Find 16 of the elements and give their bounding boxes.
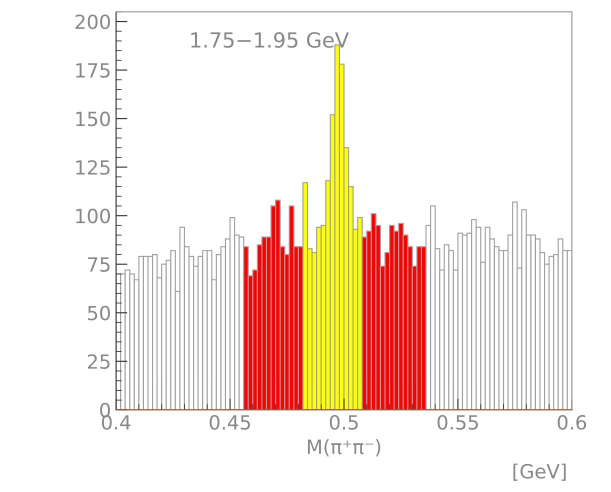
text: 1.75−1.95 GeV [191, 32, 349, 48]
x-tick-label: 0.5 [330, 415, 358, 430]
x-axis-title: M(π⁺π⁻) [308, 439, 380, 456]
y-tick-label: 50 [88, 306, 110, 320]
y-tick-label: 175 [76, 63, 110, 78]
text: [GeV] [514, 464, 566, 481]
x-tick-label: 0.4 [102, 415, 130, 430]
y-tick-label: 200 [76, 14, 110, 30]
y-tick-label: 75 [88, 257, 110, 272]
y-tick-label: 100 [76, 208, 110, 224]
y-tick-label: 25 [88, 354, 110, 369]
x-tick-label: 0.45 [210, 415, 250, 430]
y-tick-label: 150 [76, 112, 110, 126]
y-tick-label: 125 [76, 160, 110, 175]
x-tick-label: 0.55 [438, 415, 478, 430]
x-tick-label: 0.6 [558, 415, 586, 430]
